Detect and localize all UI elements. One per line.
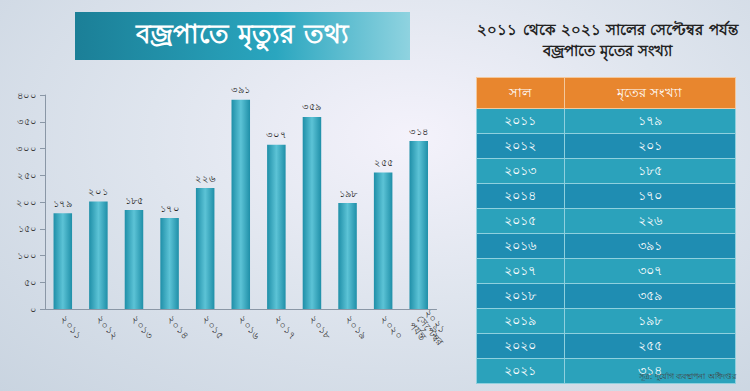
html-text:২০১৭: ২০১৭ (504, 262, 537, 278)
html-text:৩৯১: ৩৯১ (637, 237, 662, 253)
svg-text:২০১৫: ২০১৫ (201, 313, 226, 340)
svg-text:সেপ্টেম্বর: সেপ্টেম্বর (414, 313, 447, 349)
svg-text:১৭৯: ১৭৯ (53, 198, 72, 209)
svg-text:২৫০: ২৫০ (17, 170, 37, 181)
html-text:সাল: সাল (508, 84, 532, 100)
svg-text:৩০০: ৩০০ (16, 143, 37, 154)
svg-text:২৫৫: ২৫৫ (374, 157, 393, 168)
html-text:১৮৫: ১৮৫ (637, 162, 662, 178)
html-text:২০২০: ২০২০ (504, 337, 537, 353)
html-text:বজ্রপাতে মৃত্যুর তথ্য: বজ্রপাতে মৃত্যুর তথ্য (136, 19, 349, 49)
html-text:২০১৮: ২০১৮ (504, 287, 537, 303)
svg-text:৩৯১: ৩৯১ (231, 84, 250, 95)
html-text:২০১৬: ২০১৬ (504, 237, 537, 253)
svg-text:১০০: ১০০ (17, 250, 37, 261)
svg-text:২০১: ২০১ (88, 186, 108, 197)
html-text:২২৬: ২২৬ (637, 212, 662, 228)
html-text:২০১১: ২০১১ (504, 112, 537, 128)
html-text:১৭৯: ১৭৯ (637, 112, 662, 128)
html-text:১৯৮: ১৯৮ (637, 312, 662, 328)
html-text:২০২১: ২০২১ (504, 362, 537, 378)
svg-text:২০১৯: ২০১৯ (343, 313, 368, 340)
html-text:৩৫৯: ৩৫৯ (637, 287, 662, 303)
html-text:২০১১ থেকে ২০২১ সালের সেপ্টেম্ব: ২০১১ থেকে ২০২১ সালের সেপ্টেম্বর পর্যন্ত … (477, 21, 738, 60)
svg-text:০: ০ (30, 304, 37, 315)
html-text:২০১৯: ২০১৯ (504, 312, 537, 328)
html-text:২০১৫: ২০১৫ (504, 212, 537, 228)
svg-text:২০১৩: ২০১৩ (130, 313, 156, 341)
svg-text:২০২১: ২০২১ (422, 307, 448, 335)
html-text:৩০৭: ৩০৭ (637, 262, 662, 278)
svg-text:৩৫৯: ৩৫৯ (302, 101, 321, 112)
svg-text:২০১৮: ২০১৮ (308, 313, 334, 341)
svg-text:১৮৫: ১৮৫ (125, 195, 143, 206)
svg-text:৩১৪: ৩১৪ (409, 126, 428, 137)
html-text:২০১৪: ২০১৪ (504, 187, 537, 203)
svg-text:২০০: ২০০ (16, 197, 37, 208)
svg-text:২০২০: ২০২০ (379, 313, 405, 342)
svg-text:২০১১: ২০১১ (59, 313, 84, 340)
svg-text:৩৫০: ৩৫০ (17, 116, 37, 127)
html-text:২০১২: ২০১২ (504, 137, 537, 153)
svg-text:২০১৬: ২০১৬ (237, 313, 263, 341)
svg-text:২০১৭: ২০১৭ (272, 313, 298, 341)
svg-text:৫০: ৫০ (24, 277, 37, 288)
svg-text:১৭০: ১৭০ (160, 203, 180, 214)
html-text:মৃতের সংখ্যা: মৃতের সংখ্যা (617, 84, 683, 100)
svg-text:১৫০: ১৫০ (18, 223, 37, 234)
html-text:২৫৫: ২৫৫ (637, 337, 662, 353)
svg-text:৪০০: ৪০০ (17, 90, 37, 101)
svg-text:পর্যন্ত: পর্যন্ত (407, 320, 429, 343)
html-text:২০১: ২০১ (637, 137, 662, 153)
html-text:সূত্র: দুর্যোগ ব্যবস্থাপনা অধি: সূত্র: দুর্যোগ ব্যবস্থাপনা অধিদপ্তর (638, 372, 736, 381)
svg-text:২০১২: ২০১২ (94, 313, 120, 341)
svg-text:১৯৮: ১৯৮ (339, 188, 358, 199)
html-text:২০১৩: ২০১৩ (504, 162, 537, 178)
svg-text:২০১৪: ২০১৪ (165, 313, 190, 340)
svg-text:৩০৭: ৩০৭ (266, 129, 287, 140)
svg-text:২২৬: ২২৬ (195, 173, 216, 184)
html-text:৩১৪: ৩১৪ (637, 362, 662, 378)
html-text:১৭০: ১৭০ (637, 187, 662, 203)
